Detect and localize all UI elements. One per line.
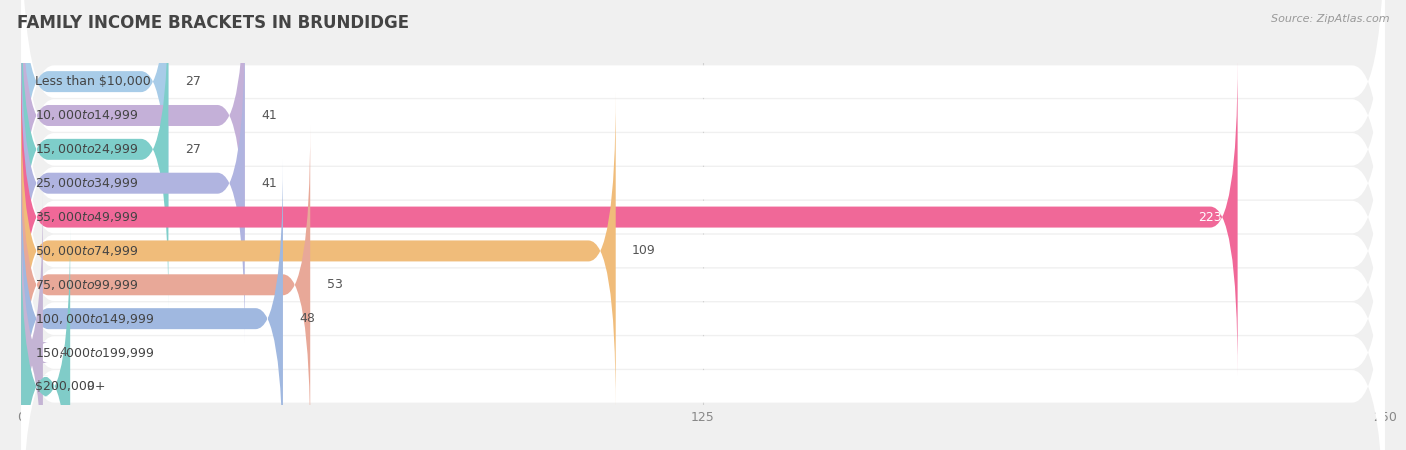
Text: $50,000 to $74,999: $50,000 to $74,999 [35,244,138,258]
Text: 41: 41 [262,109,277,122]
Text: $25,000 to $34,999: $25,000 to $34,999 [35,176,138,190]
FancyBboxPatch shape [21,24,245,342]
FancyBboxPatch shape [21,0,1385,269]
Text: $35,000 to $49,999: $35,000 to $49,999 [35,210,138,224]
FancyBboxPatch shape [21,132,1385,450]
Text: $10,000 to $14,999: $10,000 to $14,999 [35,108,138,122]
Text: 4: 4 [59,346,67,359]
Text: $100,000 to $149,999: $100,000 to $149,999 [35,312,155,326]
Text: 9: 9 [87,380,94,393]
FancyBboxPatch shape [21,98,1385,450]
FancyBboxPatch shape [21,0,1385,302]
FancyBboxPatch shape [21,64,1385,438]
FancyBboxPatch shape [21,92,616,410]
Text: Source: ZipAtlas.com: Source: ZipAtlas.com [1271,14,1389,23]
Text: 41: 41 [262,177,277,190]
Text: $15,000 to $24,999: $15,000 to $24,999 [35,142,138,156]
Text: 27: 27 [184,143,201,156]
Text: 109: 109 [633,244,655,257]
Text: 223: 223 [1198,211,1222,224]
FancyBboxPatch shape [21,0,169,240]
Text: $200,000+: $200,000+ [35,380,105,393]
Text: FAMILY INCOME BRACKETS IN BRUNDIDGE: FAMILY INCOME BRACKETS IN BRUNDIDGE [17,14,409,32]
Text: 48: 48 [299,312,315,325]
FancyBboxPatch shape [21,126,311,444]
FancyBboxPatch shape [21,0,1385,370]
FancyBboxPatch shape [21,0,169,308]
FancyBboxPatch shape [15,194,48,450]
Text: 27: 27 [184,75,201,88]
FancyBboxPatch shape [21,228,70,450]
Text: Less than $10,000: Less than $10,000 [35,75,150,88]
Text: 53: 53 [326,278,343,291]
FancyBboxPatch shape [21,199,1385,450]
FancyBboxPatch shape [21,0,245,274]
FancyBboxPatch shape [21,58,1237,376]
FancyBboxPatch shape [21,0,1385,336]
FancyBboxPatch shape [21,166,1385,450]
FancyBboxPatch shape [21,160,283,450]
Text: $150,000 to $199,999: $150,000 to $199,999 [35,346,155,360]
FancyBboxPatch shape [21,30,1385,404]
Text: $75,000 to $99,999: $75,000 to $99,999 [35,278,138,292]
